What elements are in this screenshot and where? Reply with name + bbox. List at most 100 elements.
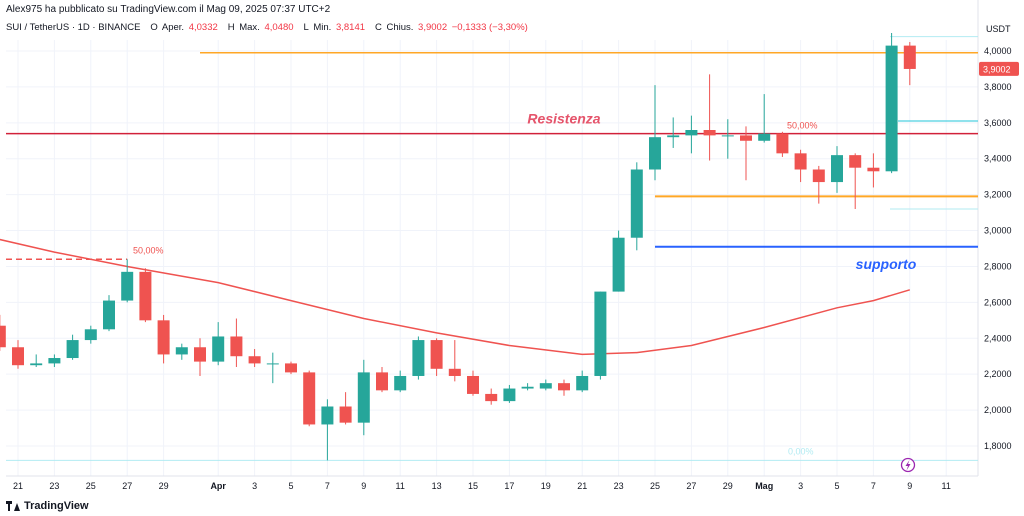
candle-body (594, 291, 607, 376)
candle-body (558, 383, 570, 391)
candle (612, 230, 625, 292)
price-axis-tick: 2,6000 (984, 297, 1012, 307)
time-axis-tick: 5 (834, 481, 839, 491)
candle-body (448, 368, 461, 376)
candle-body (321, 406, 334, 425)
candle-body (266, 363, 279, 365)
candle (758, 94, 771, 143)
event-marker[interactable] (900, 457, 916, 473)
candle (121, 259, 134, 303)
candle-body (430, 340, 443, 369)
tradingview-logo[interactable]: TradingView (6, 500, 89, 512)
candle (485, 388, 498, 405)
candle (412, 336, 425, 380)
candle (376, 367, 388, 393)
candle-body (630, 169, 643, 238)
candle (812, 165, 825, 204)
candle-body (831, 155, 843, 183)
candle (175, 343, 188, 360)
candle (357, 359, 370, 436)
last-price-badge (979, 61, 1019, 76)
candle-body (685, 130, 698, 136)
candle-body (339, 406, 352, 423)
candle (667, 117, 680, 148)
time-axis-tick: 17 (504, 481, 514, 491)
candle (630, 162, 643, 251)
candle (467, 370, 479, 396)
candle (84, 325, 97, 344)
close-value: 3,9002 (418, 22, 448, 33)
candle-body (903, 45, 916, 69)
candle (157, 314, 170, 364)
candle (703, 74, 716, 161)
open-value: 4,0332 (188, 22, 218, 33)
candle-body (794, 153, 807, 170)
time-axis-tick: 5 (288, 481, 293, 491)
support-label: supporto (856, 256, 917, 272)
candle-body (248, 356, 261, 364)
symbol-label[interactable]: SUI / TetherUS · 1D · BINANCE (6, 22, 141, 33)
change-value: −0,1333 (−3,30%) (451, 22, 528, 33)
price-axis-tick: 3,2000 (984, 190, 1012, 200)
candle-body (175, 347, 188, 355)
candle-body (885, 45, 898, 172)
candle (885, 33, 898, 174)
candle (103, 295, 115, 332)
price-axis-tick: 2,0000 (984, 405, 1012, 415)
candle-body (703, 130, 716, 136)
price-axis-tick: 3,4000 (984, 154, 1012, 164)
candle-body (485, 393, 498, 402)
candle (685, 115, 698, 154)
moving-average-line (0, 238, 911, 356)
time-axis-tick: 3 (252, 481, 257, 491)
candle-body (776, 133, 789, 154)
low-value: 3,8141 (335, 22, 366, 33)
price-axis-tick: 2,2000 (984, 369, 1012, 379)
candle (831, 146, 843, 193)
tradingview-logo-icon (6, 501, 20, 511)
candle (303, 370, 316, 427)
tradingview-brand: TradingView (24, 500, 89, 512)
candle-body (121, 271, 134, 301)
candle-body (48, 358, 61, 364)
candle-body (12, 347, 24, 366)
candle (0, 314, 6, 351)
price-axis-unit: USDT (986, 24, 1011, 34)
candle (849, 153, 862, 209)
candle (721, 119, 734, 159)
high-value: 4,0480 (264, 22, 294, 33)
close-text: Chius. (386, 22, 414, 33)
candle (794, 149, 807, 183)
time-axis-tick: 27 (122, 481, 132, 491)
price-axis-tick: 3,0000 (984, 226, 1012, 236)
candle-body (394, 375, 407, 391)
price-axis-tick: 2,8000 (984, 261, 1012, 271)
candle (503, 384, 516, 403)
candle (12, 340, 24, 369)
time-axis-tick: 9 (907, 481, 912, 491)
time-axis-tick: 29 (723, 481, 733, 491)
candle-body (230, 336, 243, 357)
candle (448, 340, 461, 382)
candle-body (66, 340, 79, 359)
time-axis-tick: 11 (396, 481, 405, 491)
high-text: Max. (239, 22, 260, 33)
candle (649, 85, 661, 181)
candle-body (539, 383, 552, 389)
resistance-label: Resistenza (527, 111, 600, 127)
candle-body (503, 388, 516, 402)
candle-body (849, 155, 862, 168)
candle-body (303, 372, 316, 425)
candle-body (412, 340, 425, 376)
candle (903, 42, 916, 86)
close-label: C (374, 22, 382, 33)
time-axis-tick: 9 (361, 481, 366, 491)
candle (66, 334, 79, 360)
low-label: L (303, 22, 309, 33)
time-axis-tick: 7 (871, 481, 876, 491)
price-axis-tick: 2,4000 (984, 333, 1012, 343)
candle-body (612, 237, 625, 292)
candle-body (139, 271, 152, 321)
candle (285, 361, 297, 375)
